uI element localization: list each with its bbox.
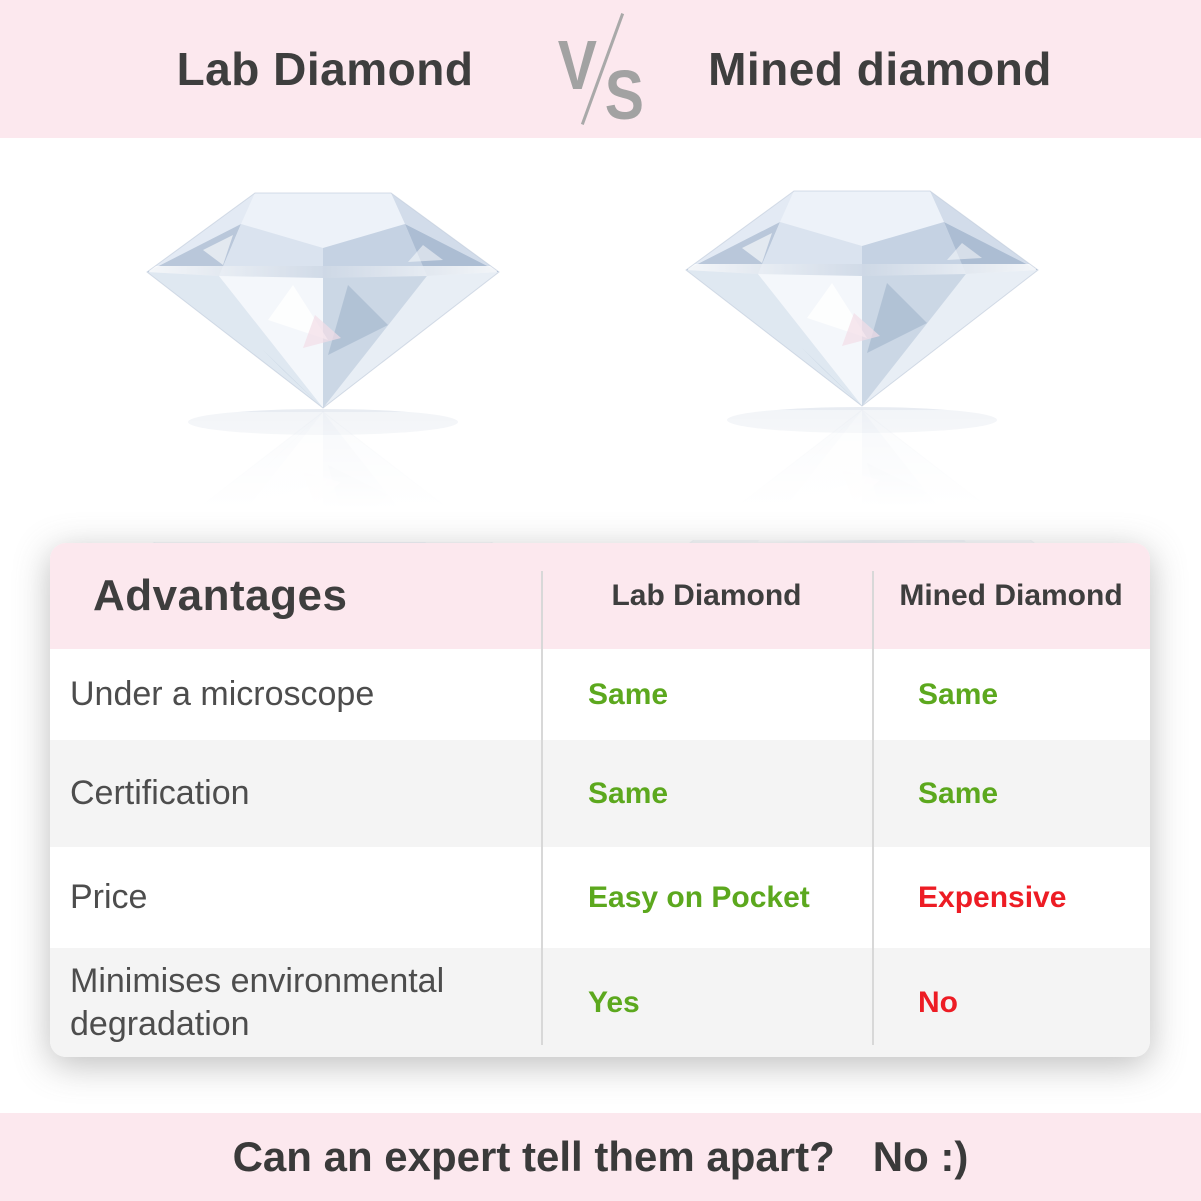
table-row-certification: Certification Same Same xyxy=(50,740,1150,847)
left-title: Lab Diamond xyxy=(176,43,474,95)
column-divider-1 xyxy=(541,571,543,1045)
mined-diamond-column-header: Mined Diamond xyxy=(899,579,1123,612)
mined-value: Same xyxy=(918,776,999,810)
lab-value: Same xyxy=(588,776,669,810)
column-divider-2 xyxy=(872,571,874,1045)
row-label: Under a microscope xyxy=(70,675,375,714)
mined-value: No xyxy=(918,985,958,1019)
diamonds-area xyxy=(0,138,1201,543)
vs-letter-v: V xyxy=(557,26,597,104)
vs-mark: V S xyxy=(552,13,648,130)
table-row-microscope: Under a microscope Same Same xyxy=(50,649,1150,740)
advantages-header: Advantages xyxy=(93,571,348,620)
table-row-environment: Minimises environmental degradation Yes … xyxy=(50,948,1150,1057)
right-title: Mined diamond xyxy=(708,43,1052,95)
top-banner: Lab Diamond V S Mined diamond xyxy=(0,0,1201,138)
lab-value: Yes xyxy=(588,985,640,1019)
lab-diamond-image xyxy=(123,193,523,543)
mined-value: Expensive xyxy=(918,880,1067,914)
row-label: Minimises environmental degradation xyxy=(70,962,445,1043)
lab-value: Same xyxy=(588,677,669,711)
table-row-price: Price Easy on Pocket Expensive xyxy=(50,847,1150,948)
comparison-table: Advantages Lab Diamond Mined Diamond Und… xyxy=(50,543,1150,1057)
row-label: Price xyxy=(70,878,148,917)
lab-diamond-column-header: Lab Diamond xyxy=(611,579,802,612)
footer-question: Can an expert tell them apart? xyxy=(232,1133,835,1180)
mined-diamond-image xyxy=(662,191,1062,543)
table-header-row: Advantages Lab Diamond Mined Diamond xyxy=(50,543,1150,649)
lab-value: Easy on Pocket xyxy=(588,880,810,914)
row-label: Certification xyxy=(70,774,250,813)
mined-value: Same xyxy=(918,677,999,711)
vs-letter-s: S xyxy=(605,56,645,134)
footer-banner: Can an expert tell them apart? No :) xyxy=(0,1113,1201,1201)
footer-answer: No :) xyxy=(872,1133,969,1180)
